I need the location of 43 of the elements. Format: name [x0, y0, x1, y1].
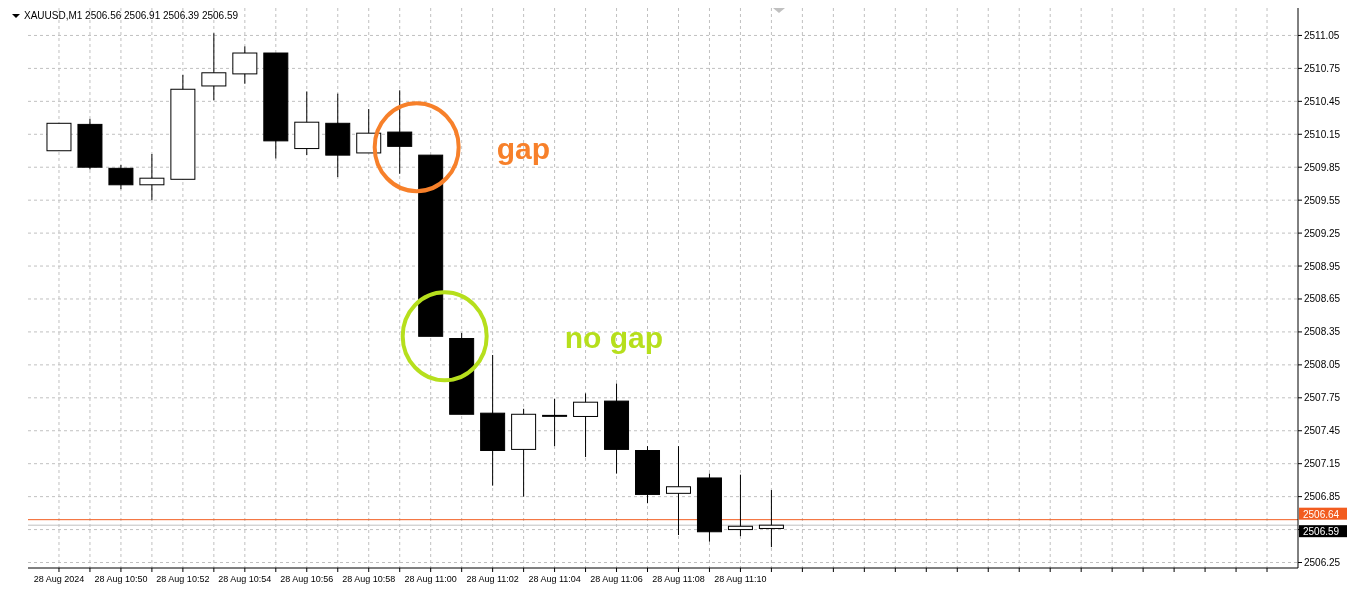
candlestick — [201, 32, 227, 101]
y-tick-label: 2509.25 — [1304, 227, 1341, 239]
ref-line-label: 2506.59 — [1303, 526, 1340, 538]
candlestick — [108, 164, 134, 190]
y-tick-label: 2507.45 — [1304, 425, 1341, 437]
y-tick-label: 2510.45 — [1304, 95, 1341, 107]
y-tick-label: 2508.95 — [1304, 260, 1341, 272]
candlestick — [758, 489, 784, 548]
x-tick-label: 28 Aug 11:04 — [528, 574, 581, 584]
y-tick-label: 2511.05 — [1304, 29, 1340, 41]
ref-line-label: 2506.64 — [1303, 508, 1340, 520]
y-tick-label: 2507.75 — [1304, 392, 1341, 404]
x-tick-label: 28 Aug 11:06 — [590, 574, 643, 584]
y-tick-label: 2508.05 — [1304, 359, 1341, 371]
x-tick-label: 28 Aug 2024 — [33, 574, 85, 584]
y-tick-label: 2509.55 — [1304, 194, 1341, 206]
candlestick — [573, 392, 599, 458]
x-tick-label: 28 Aug 11:10 — [714, 574, 767, 584]
y-tick-label: 2506.25 — [1304, 557, 1341, 569]
candlestick — [665, 445, 691, 536]
y-tick-label: 2508.65 — [1304, 293, 1341, 305]
x-tick-label: 28 Aug 10:54 — [218, 574, 272, 584]
x-tick-label: 28 Aug 10:58 — [342, 574, 396, 584]
x-tick-label: 28 Aug 11:00 — [404, 574, 457, 584]
y-tick-label: 2508.35 — [1304, 326, 1341, 338]
x-tick-label: 28 Aug 11:02 — [466, 574, 519, 584]
chart-title: XAUUSD,M1 2506.56 2506.91 2506.39 2506.59 — [24, 10, 239, 21]
candlestick — [387, 89, 413, 175]
y-tick-label: 2510.75 — [1304, 62, 1341, 74]
x-tick-label: 28 Aug 10:52 — [156, 574, 210, 584]
x-tick-label: 28 Aug 10:56 — [280, 574, 334, 584]
y-tick-label: 2507.15 — [1304, 458, 1341, 470]
annotation: no gap — [564, 321, 664, 355]
candlestick — [232, 45, 258, 85]
y-tick-label: 2506.85 — [1304, 491, 1341, 503]
x-tick-label: 28 Aug 11:08 — [652, 574, 705, 584]
y-tick-label: 2509.85 — [1304, 161, 1341, 173]
candlestick — [542, 398, 568, 447]
candlestick — [139, 153, 165, 201]
y-tick-label: 2510.15 — [1304, 128, 1341, 140]
candlestick — [727, 474, 753, 537]
x-tick-label: 28 Aug 10:50 — [94, 574, 148, 584]
annotation: gap — [496, 132, 551, 166]
